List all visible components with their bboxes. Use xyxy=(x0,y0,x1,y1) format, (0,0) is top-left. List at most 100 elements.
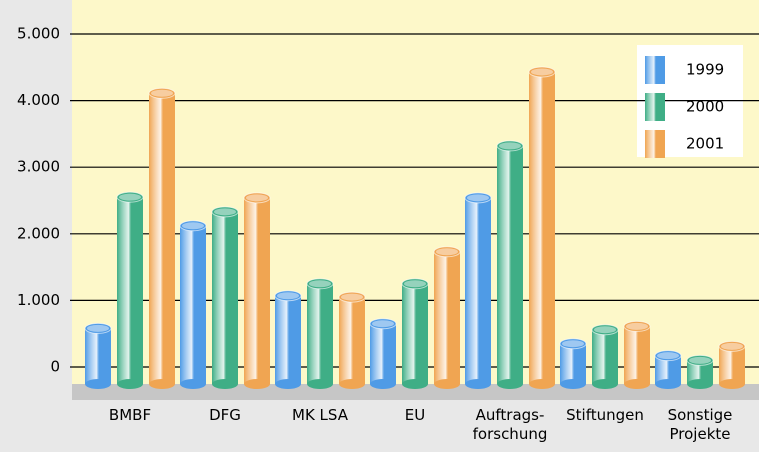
x-tick-label: Auftrags- forschung xyxy=(472,406,548,443)
bar-top-shine xyxy=(182,222,204,230)
bar-top xyxy=(559,338,587,350)
bar-top xyxy=(528,66,556,78)
bar-top-shine xyxy=(689,356,711,364)
x-tick-label: EU xyxy=(404,406,426,424)
bar-top xyxy=(338,291,366,303)
bar-top-shine xyxy=(436,248,458,256)
bar xyxy=(274,290,302,389)
legend-swatch-shine xyxy=(645,93,665,121)
bar-top xyxy=(401,278,429,290)
bar-top-shine xyxy=(341,293,363,301)
bar-bottom xyxy=(339,379,365,389)
bar-shine xyxy=(497,145,523,384)
x-tick-label: Stiftungen xyxy=(566,406,644,424)
bar xyxy=(243,192,271,389)
bar-bottom xyxy=(655,379,681,389)
bar xyxy=(84,322,112,389)
bar-bottom xyxy=(687,379,713,389)
bar-shine xyxy=(465,197,491,384)
bar-shine xyxy=(719,346,745,384)
bar xyxy=(179,220,207,389)
bar-top xyxy=(718,340,746,352)
legend-swatch-shine xyxy=(645,56,665,84)
legend-swatch-shine xyxy=(645,130,665,158)
bar-top xyxy=(274,290,302,302)
bar-shine xyxy=(180,225,206,384)
bar-top-shine xyxy=(562,340,584,348)
bar-bottom xyxy=(529,379,555,389)
bar-top xyxy=(116,191,144,203)
y-tick-label: 2.000 xyxy=(17,224,60,242)
bar-bottom xyxy=(212,379,238,389)
bar-shine xyxy=(370,323,396,384)
bar-bottom xyxy=(244,379,270,389)
bar-top xyxy=(148,87,176,99)
bar-shine xyxy=(529,71,555,384)
bar-top-shine xyxy=(277,292,299,300)
bar-shine xyxy=(434,251,460,384)
bar-bottom xyxy=(307,379,333,389)
legend-swatch xyxy=(645,93,665,121)
x-tick-label: MK LSA xyxy=(292,406,348,424)
bar-bottom xyxy=(560,379,586,389)
bar xyxy=(433,246,461,389)
bar-top xyxy=(686,354,714,366)
legend-label: 1999 xyxy=(686,61,724,79)
bar-shine xyxy=(149,93,175,385)
legend-swatch xyxy=(645,56,665,84)
bar xyxy=(591,324,619,389)
bar-top xyxy=(654,350,682,362)
bar-bottom xyxy=(117,379,143,389)
bar-bottom xyxy=(85,379,111,389)
bar-bottom xyxy=(149,379,175,389)
bar-top xyxy=(84,322,112,334)
bar-shine xyxy=(244,197,270,384)
bar-top-shine xyxy=(372,320,394,328)
bar xyxy=(718,340,746,389)
bar-shine xyxy=(687,360,713,384)
bar-bottom xyxy=(624,379,650,389)
bar-top xyxy=(464,192,492,204)
bar xyxy=(116,191,144,389)
bar-bottom xyxy=(275,379,301,389)
bar-bottom xyxy=(402,379,428,389)
bar-top-shine xyxy=(87,324,109,332)
bar-bottom xyxy=(180,379,206,389)
bar-top-shine xyxy=(499,142,521,150)
bar-top xyxy=(179,220,207,232)
bar xyxy=(496,140,524,389)
bar-top-shine xyxy=(246,194,268,202)
bar-shine xyxy=(117,197,143,384)
y-tick-label: 3.000 xyxy=(17,158,60,176)
bar-top-shine xyxy=(467,194,489,202)
bar-shine xyxy=(339,297,365,384)
bar-bottom xyxy=(434,379,460,389)
y-tick-label: 4.000 xyxy=(17,91,60,109)
floor xyxy=(72,384,759,400)
bar xyxy=(306,278,334,389)
legend-label: 2000 xyxy=(686,98,724,116)
bar-top-shine xyxy=(594,326,616,334)
bar-top-shine xyxy=(119,193,141,201)
bar-top-shine xyxy=(309,280,331,288)
bar-bottom xyxy=(592,379,618,389)
bar xyxy=(338,291,366,389)
bar-bottom xyxy=(370,379,396,389)
bar-shine xyxy=(275,295,301,384)
bar-shine xyxy=(307,283,333,384)
bar-top xyxy=(243,192,271,204)
bar xyxy=(559,338,587,389)
legend-swatch xyxy=(645,130,665,158)
bar xyxy=(369,318,397,389)
bar-top xyxy=(369,318,397,330)
x-tick-label: DFG xyxy=(209,406,241,424)
bar xyxy=(623,320,651,389)
y-tick-label: 0 xyxy=(50,358,60,376)
bar-shine xyxy=(560,343,586,384)
bar-top xyxy=(306,278,334,290)
bar xyxy=(528,66,556,389)
bar-top-shine xyxy=(721,342,743,350)
bar-shine xyxy=(624,326,650,384)
bar xyxy=(401,278,429,389)
